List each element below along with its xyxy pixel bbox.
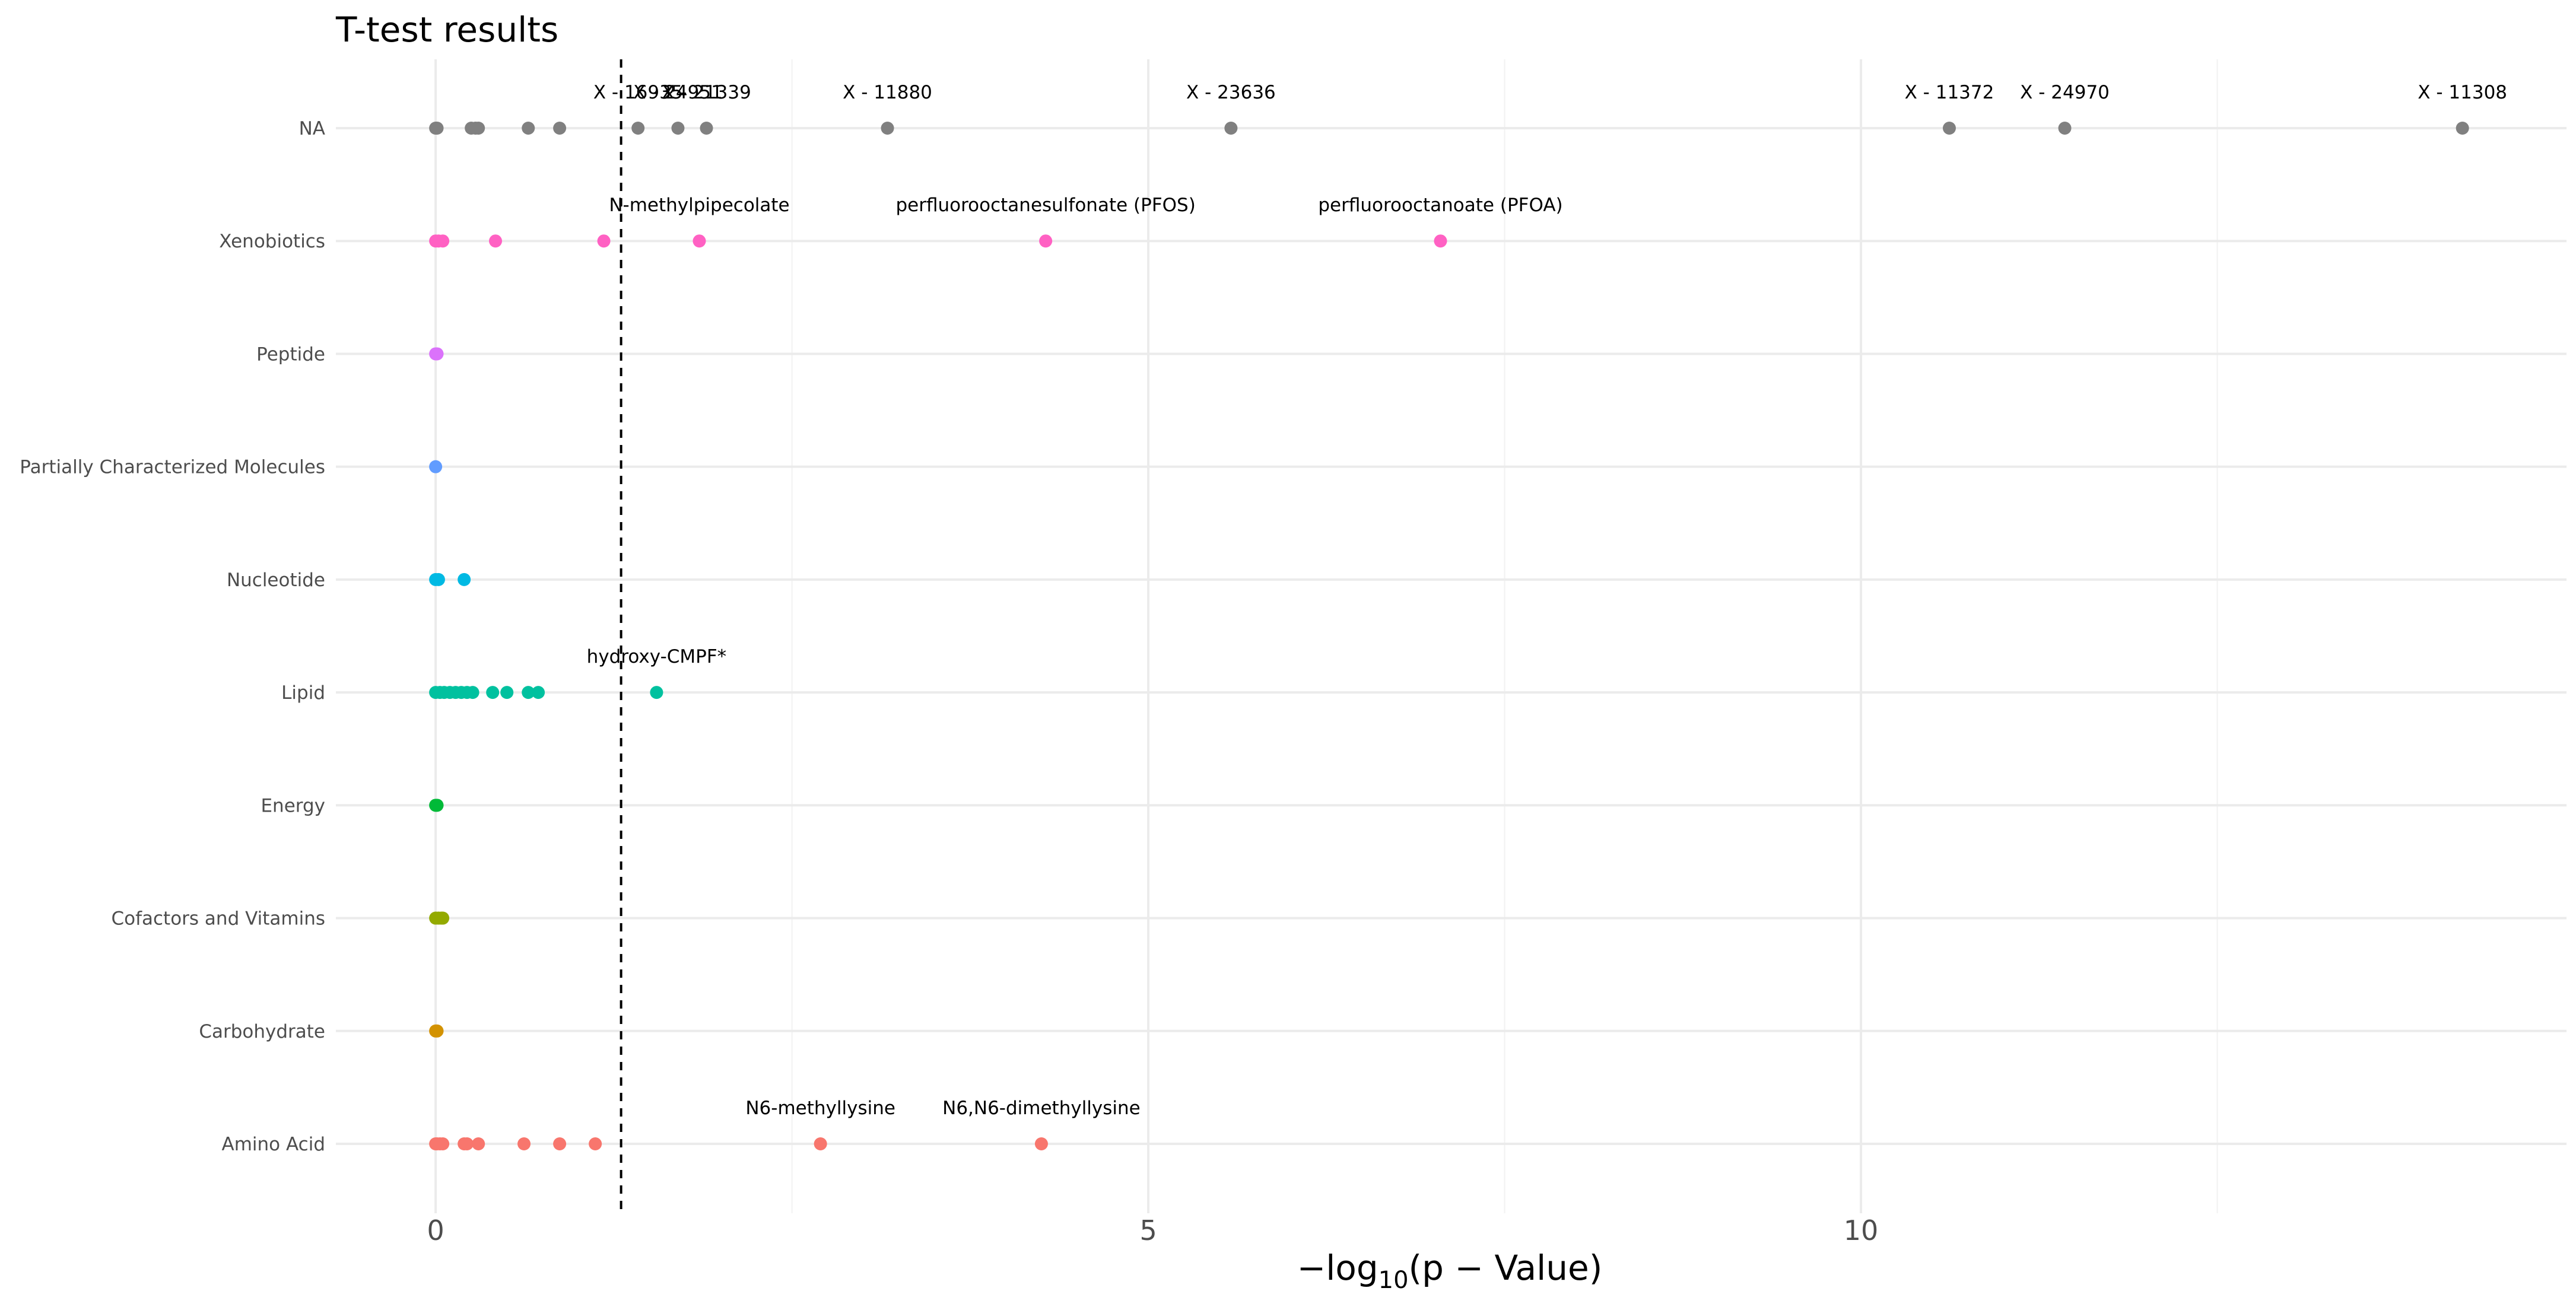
data-point [430, 799, 444, 812]
data-point [631, 122, 645, 135]
x-tick-label: 10 [1844, 1214, 1879, 1246]
y-tick-label: Carbohydrate [199, 1021, 325, 1042]
point-annotation: perfluorooctanoate (PFOA) [1318, 195, 1562, 216]
point-annotation: N6-methyllysine [745, 1098, 895, 1119]
data-point [466, 686, 479, 699]
data-point [522, 122, 535, 135]
data-point [522, 686, 535, 699]
data-point [431, 573, 445, 586]
point-annotation: N6,N6-dimethyllysine [942, 1098, 1141, 1119]
point-annotation: N-methylpipecolate [609, 195, 789, 216]
data-point [436, 234, 450, 248]
data-point [700, 122, 713, 135]
point-annotation: X - 24970 [2020, 82, 2110, 103]
point-annotation: X - 11372 [1905, 82, 1994, 103]
data-point [881, 122, 894, 135]
x-axis-label-body: (p − Value) [1409, 1248, 1603, 1288]
data-point [553, 122, 567, 135]
point-annotation: X - 16935 [593, 82, 683, 103]
data-point [517, 1137, 531, 1150]
data-point [429, 460, 443, 473]
y-tick-label: NA [299, 118, 325, 139]
x-tick-label: 0 [427, 1214, 444, 1246]
data-point [693, 234, 706, 248]
data-point [430, 122, 444, 135]
data-point [436, 1137, 450, 1150]
point-annotation: perfluorooctanesulfonate (PFOS) [895, 195, 1195, 216]
x-axis-label-prefix: −log [1297, 1248, 1378, 1288]
y-tick-label: Peptide [256, 344, 325, 365]
data-point [589, 1137, 602, 1150]
data-point [458, 573, 471, 586]
data-point [553, 1137, 567, 1150]
data-point [1942, 122, 1956, 135]
points-layer [429, 122, 2469, 1150]
data-point [500, 686, 514, 699]
data-point [1039, 234, 1053, 248]
y-tick-label: Cofactors and Vitamins [111, 908, 325, 930]
y-tick-label: Partially Characterized Molecules [20, 457, 325, 478]
data-point [436, 911, 450, 925]
data-point [430, 347, 444, 361]
data-point [1224, 122, 1238, 135]
data-point [814, 1137, 827, 1150]
x-axis-ticks: 0 5 10 [427, 1214, 1878, 1246]
point-annotation: X - 21339 [662, 82, 751, 103]
data-point [430, 1024, 444, 1038]
data-point [489, 234, 503, 248]
data-point [671, 122, 685, 135]
data-point [472, 1137, 485, 1150]
point-annotation: X - 24951 [633, 82, 723, 103]
data-point [2058, 122, 2072, 135]
y-tick-label: Xenobiotics [219, 231, 325, 252]
y-tick-label: Energy [261, 795, 325, 816]
point-annotation: hydroxy-CMPF* [587, 646, 727, 667]
data-point [597, 234, 611, 248]
x-axis-label: −log10(p − Value) [1297, 1248, 1603, 1294]
y-axis-labels: Amino Acid Carbohydrate Cofactors and Vita… [20, 118, 325, 1155]
y-tick-label: Amino Acid [222, 1134, 325, 1155]
data-point [472, 122, 485, 135]
point-annotation: X - 11880 [843, 82, 932, 103]
data-point [532, 686, 545, 699]
point-annotation: X - 23636 [1186, 82, 1276, 103]
data-point [2456, 122, 2469, 135]
data-point [1434, 234, 1447, 248]
data-point [486, 686, 500, 699]
x-axis-label-subscript: 10 [1378, 1267, 1409, 1294]
grid-layer [336, 59, 2567, 1213]
y-tick-label: Nucleotide [227, 570, 325, 591]
data-point [1034, 1137, 1048, 1150]
data-point [460, 1137, 474, 1150]
point-annotation: X - 11308 [2418, 82, 2507, 103]
x-tick-label: 5 [1139, 1214, 1157, 1246]
data-point [650, 686, 663, 699]
chart-title: T-test results [335, 9, 558, 50]
y-tick-label: Lipid [281, 682, 325, 704]
